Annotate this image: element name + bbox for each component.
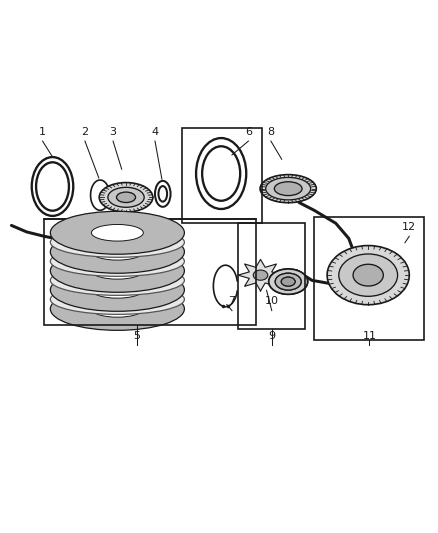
Polygon shape [238, 260, 283, 291]
Ellipse shape [155, 181, 170, 207]
Ellipse shape [202, 146, 240, 201]
Ellipse shape [117, 192, 135, 203]
Ellipse shape [50, 287, 184, 330]
Text: 12: 12 [402, 222, 417, 232]
Bar [238, 223, 305, 329]
Ellipse shape [50, 230, 184, 273]
Ellipse shape [253, 270, 268, 280]
Ellipse shape [50, 265, 184, 295]
Ellipse shape [92, 244, 143, 260]
Ellipse shape [50, 269, 184, 311]
Ellipse shape [92, 237, 143, 248]
Ellipse shape [92, 294, 143, 305]
Ellipse shape [159, 186, 167, 201]
Ellipse shape [269, 269, 307, 294]
Ellipse shape [269, 269, 307, 294]
Ellipse shape [50, 227, 184, 257]
Ellipse shape [50, 249, 184, 292]
Ellipse shape [92, 255, 143, 267]
Ellipse shape [266, 177, 311, 200]
Text: 9: 9 [268, 331, 276, 341]
Ellipse shape [275, 273, 301, 290]
Ellipse shape [92, 224, 143, 241]
Ellipse shape [92, 301, 143, 317]
Text: 10: 10 [265, 296, 279, 306]
Text: 8: 8 [267, 127, 275, 137]
Bar [314, 217, 424, 340]
Text: 6: 6 [245, 127, 252, 137]
Ellipse shape [50, 211, 184, 254]
Ellipse shape [327, 246, 409, 305]
Ellipse shape [92, 274, 143, 286]
Ellipse shape [274, 182, 302, 196]
Ellipse shape [260, 175, 316, 203]
Text: 7: 7 [228, 296, 236, 306]
Ellipse shape [196, 138, 246, 209]
Ellipse shape [275, 273, 301, 290]
Text: 4: 4 [152, 127, 159, 137]
Text: 11: 11 [363, 331, 377, 341]
Bar [44, 219, 256, 325]
Text: 5: 5 [133, 331, 140, 341]
Text: 3: 3 [110, 127, 117, 137]
Ellipse shape [99, 183, 153, 212]
Ellipse shape [36, 162, 69, 211]
Ellipse shape [50, 246, 184, 276]
Ellipse shape [339, 254, 398, 296]
Ellipse shape [108, 187, 144, 207]
Ellipse shape [92, 281, 143, 298]
Ellipse shape [92, 263, 143, 279]
Bar [182, 128, 262, 223]
Ellipse shape [50, 284, 184, 314]
Ellipse shape [281, 277, 295, 286]
Text: 2: 2 [81, 127, 88, 137]
Text: 1: 1 [39, 127, 46, 137]
Ellipse shape [281, 277, 295, 286]
Ellipse shape [353, 264, 383, 286]
Ellipse shape [32, 157, 73, 216]
